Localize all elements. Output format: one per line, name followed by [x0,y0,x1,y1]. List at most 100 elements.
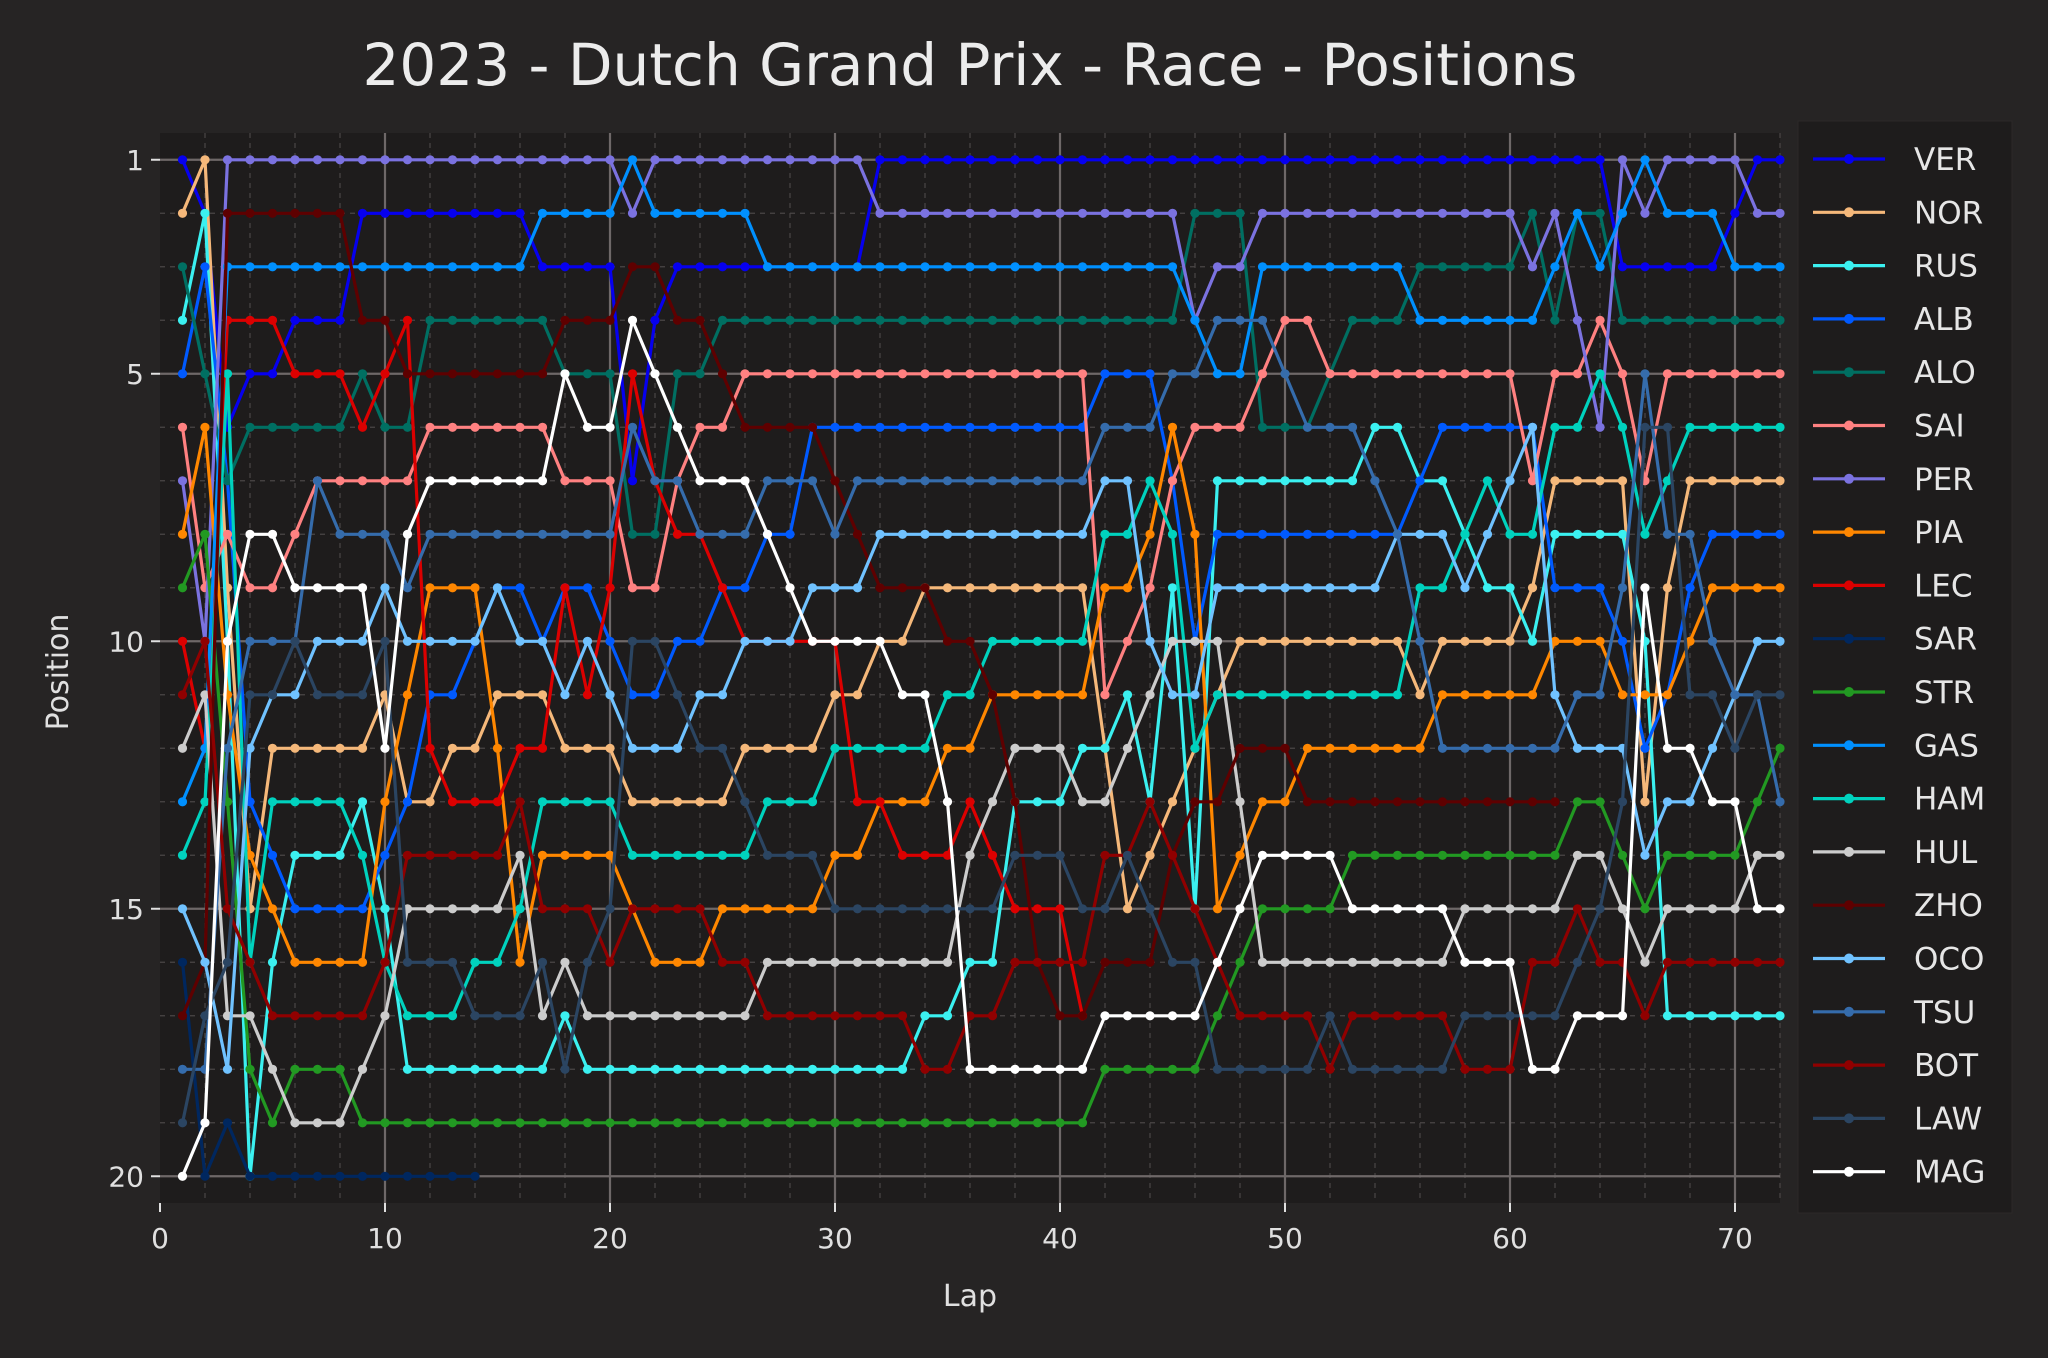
data-point [627,315,638,325]
data-point [425,797,435,807]
data-point [875,957,885,967]
legend-swatch-marker [1844,207,1854,218]
data-point [1662,315,1673,325]
data-point [1257,797,1268,807]
data-point [1572,208,1583,218]
series-str [177,529,1785,1128]
data-point [380,369,390,379]
series-hul [177,636,1785,1128]
data-point [1167,957,1178,967]
data-point [1302,743,1313,753]
data-point [1392,315,1403,325]
data-point [1055,957,1065,967]
data-point [965,957,975,967]
data-point [1032,850,1043,860]
data-point [515,636,525,646]
data-point [447,1118,458,1128]
data-point [1145,636,1155,646]
data-point [785,1118,795,1128]
data-point [1212,529,1223,539]
data-point [380,1011,390,1021]
data-point [515,690,525,700]
data-point [1032,636,1043,646]
data-point [357,1118,368,1128]
data-point [1572,476,1583,486]
data-point [1662,476,1673,486]
data-point [1460,904,1470,914]
data-point [1122,743,1133,753]
data-point [672,1118,683,1128]
data-point [1482,208,1493,218]
data-point [1437,1064,1448,1074]
data-point [1640,262,1650,272]
data-point [627,690,638,700]
data-point [1055,369,1065,379]
data-point [785,155,795,165]
data-point [807,743,818,753]
data-point [1077,583,1088,593]
data-point [1595,208,1605,218]
data-point [582,904,593,914]
data-point [1280,208,1290,218]
data-point [1460,1064,1470,1074]
data-point [1280,476,1290,486]
data-point [1257,957,1268,967]
legend-item-sai: SAI [1813,409,1965,445]
data-point [1122,850,1133,860]
data-point [1572,583,1583,593]
data-point [425,422,435,432]
data-point [1550,1064,1560,1074]
data-point [177,262,188,272]
data-point [560,369,570,379]
data-point [830,1011,840,1021]
data-point [290,850,300,860]
data-point [1392,690,1403,700]
data-point [1505,1011,1515,1021]
data-point [1077,797,1088,807]
series-oco [177,422,1785,1074]
legend-item-lec: LEC [1813,568,1973,604]
data-point [1595,636,1605,646]
legend-item-pia: PIA [1813,515,1963,551]
data-point [1595,743,1605,753]
legend-swatch-marker [1844,313,1854,324]
legend-swatch-marker [1844,1006,1854,1017]
legend-frame [1797,120,2013,1214]
data-point [1077,262,1088,272]
data-point [1347,476,1358,486]
data-point [785,850,795,860]
data-point [1505,1064,1515,1074]
data-point [1325,262,1335,272]
data-point [1572,904,1583,914]
data-point [1662,690,1673,700]
data-point [965,1011,975,1021]
data-point [1235,797,1245,807]
data-point [1190,1011,1200,1021]
data-point [1055,422,1065,432]
data-point [1370,690,1380,700]
data-point [402,690,413,700]
data-point [1010,850,1020,860]
data-point [1212,1011,1223,1021]
data-point [650,850,660,860]
data-point [897,904,908,914]
data-point [492,957,503,967]
data-point [1190,957,1200,967]
data-point [1482,422,1493,432]
data-point [380,476,390,486]
data-point [470,1064,480,1074]
data-point [1752,529,1763,539]
data-point [1077,476,1088,486]
data-point [672,636,683,646]
legend-label: ALO [1914,355,1976,391]
data-point [740,208,750,218]
data-point [1775,1011,1785,1021]
data-point [1482,850,1493,860]
data-point [650,262,660,272]
x-axis-label: Lap [943,1279,997,1314]
data-point [1437,369,1448,379]
data-point [672,208,683,218]
data-point [290,904,300,914]
data-point [1077,155,1088,165]
data-point [830,904,840,914]
